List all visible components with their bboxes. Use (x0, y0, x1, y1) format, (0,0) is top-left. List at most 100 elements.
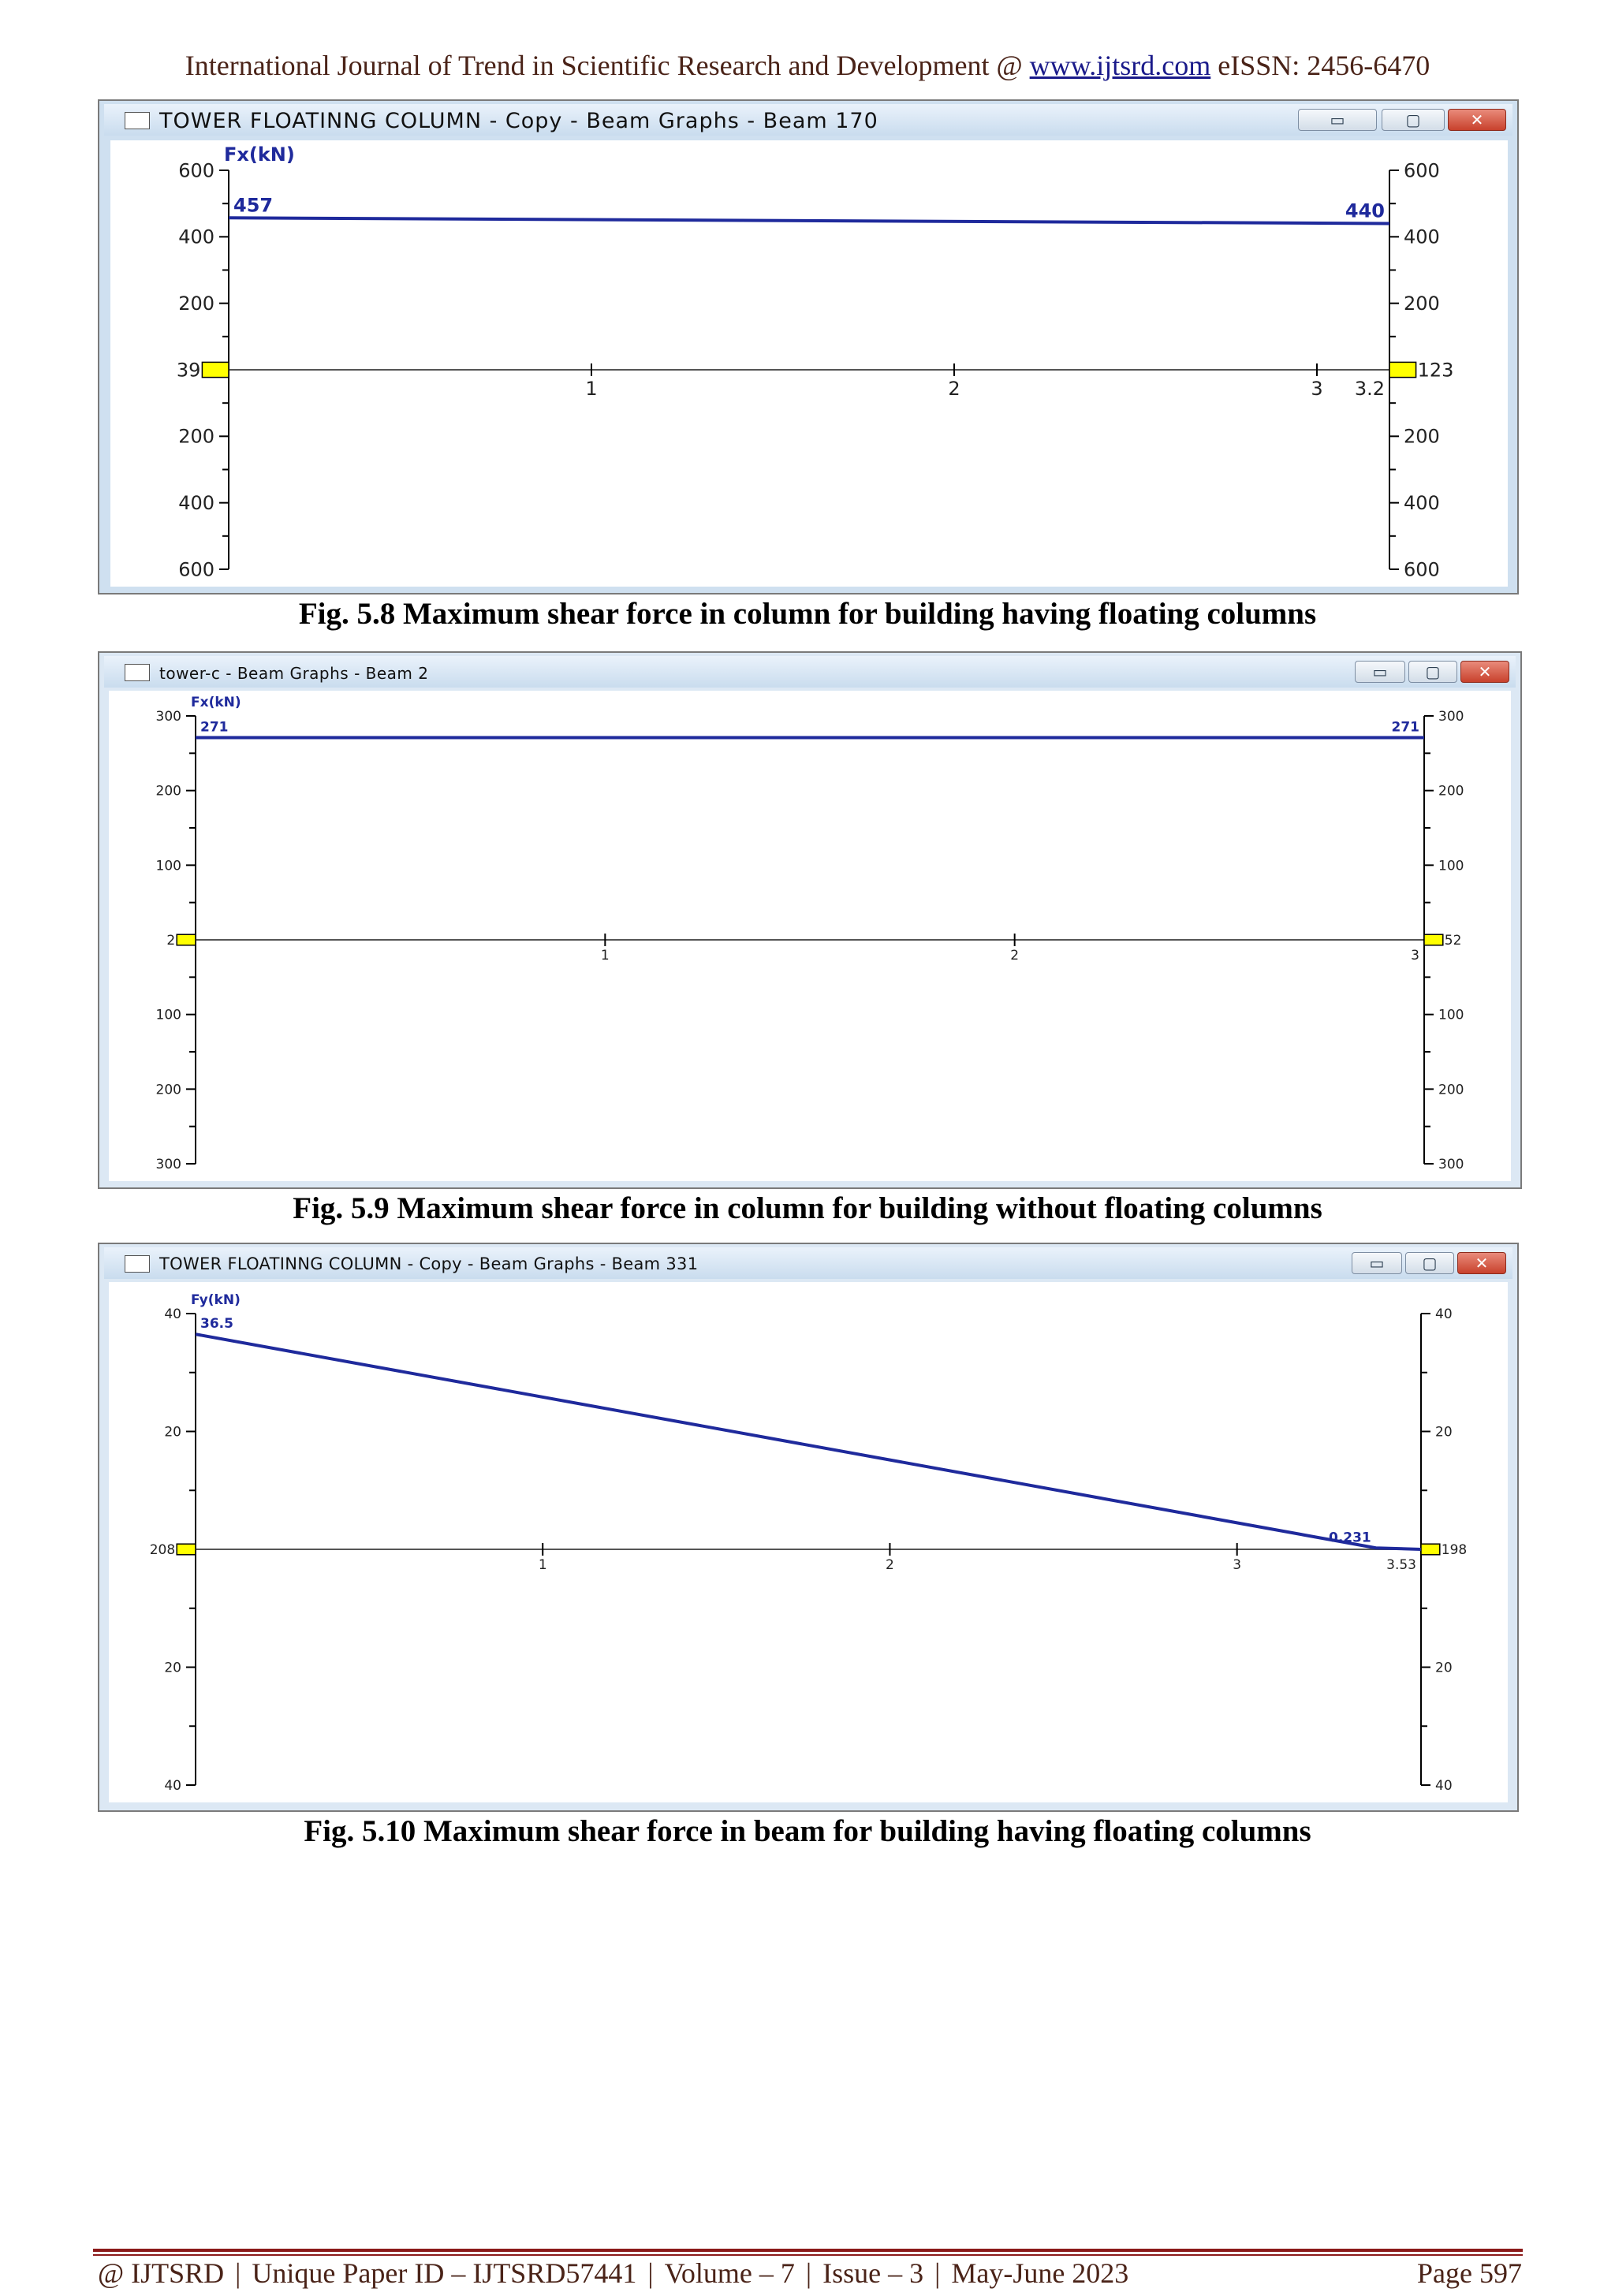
y-tick-label-right: 100 (1438, 858, 1464, 874)
y-tick-label-right: 40 (1435, 1306, 1453, 1322)
chart-group: Fx(kN) 300 300 200 200 100 100 100 100 200 200 300 3… (156, 695, 1464, 1172)
y-tick-label-left: 40 (164, 1306, 181, 1322)
x-tick-label: 3.2 (1355, 378, 1385, 400)
end-node-label: 52 (1445, 933, 1462, 949)
minimize-button[interactable]: ▭ (1298, 109, 1377, 131)
minimize-icon: ▭ (1369, 1254, 1385, 1273)
beam-graph-window-fig-5-10: TOWER FLOATINNG COLUMN - Copy - Beam Gra… (98, 1243, 1519, 1812)
start-node-marker (201, 361, 229, 378)
maximize-icon: ▢ (1405, 110, 1421, 129)
y-tick-label-right: 600 (1404, 558, 1440, 580)
maximize-button[interactable]: ▢ (1405, 1252, 1454, 1274)
close-icon: ✕ (1478, 662, 1492, 681)
x-tick-label: 3 (1233, 1557, 1241, 1573)
start-node-marker (176, 934, 196, 946)
y-tick-label-left: 300 (156, 709, 181, 725)
minimize-button[interactable]: ▭ (1355, 661, 1405, 683)
figure-caption: Fig. 5.10 Maximum shear force in beam fo… (304, 1814, 1311, 1848)
window-titlebar[interactable]: TOWER FLOATINNG COLUMN - Copy - Beam Gra… (104, 1247, 1512, 1279)
y-tick-label-left: 200 (156, 784, 181, 800)
chart-group: Fy(kN) 40 40 20 20 20 20 40 40 1 2 3 3.53 208 198 36.5 0… (150, 1292, 1468, 1794)
y-tick-label-right: 300 (1438, 1157, 1464, 1172)
y-tick-label-left: 400 (178, 226, 214, 248)
footer-rule (93, 2249, 1523, 2252)
y-tick-label-right: 40 (1435, 1778, 1453, 1794)
window-title: TOWER FLOATINNG COLUMN - Copy - Beam Gra… (159, 1254, 699, 1273)
maximize-button[interactable]: ▢ (1382, 109, 1445, 131)
x-tick-label: 3 (1411, 948, 1419, 964)
end-node-marker (1420, 1543, 1441, 1556)
start-node-label: 208 (150, 1542, 175, 1558)
y-axis-label: Fy(kN) (191, 1292, 241, 1308)
footer-issue: Issue – 3 (822, 2257, 924, 2289)
footer-left: @ IJTSRD | Unique Paper ID – IJTSRD57441 | V… (98, 2257, 1128, 2290)
window-titlebar[interactable]: tower-c - Beam Graphs - Beam 2 ▭ ▢ ✕ (104, 656, 1516, 688)
footer-rule (93, 2254, 1523, 2256)
footer-date: May-June 2023 (951, 2257, 1129, 2289)
y-tick-label-left: 200 (156, 1082, 181, 1098)
y-tick-label-left: 200 (178, 293, 214, 315)
close-icon: ✕ (1470, 110, 1484, 129)
data-label: 457 (233, 194, 273, 216)
footer-volume: Volume – 7 (664, 2257, 795, 2289)
app-icon (125, 664, 150, 681)
plot-area: Fx(kN) 300 300 200 200 100 100 100 100 200 200 300 3… (109, 691, 1511, 1181)
end-node-label: 198 (1442, 1542, 1467, 1558)
shear-force-chart: Fx(kN) 300 300 200 200 100 100 100 100 200 200 300 3… (156, 695, 1464, 1172)
close-button[interactable]: ✕ (1448, 109, 1506, 131)
y-tick-label-left: 20 (164, 1424, 181, 1440)
y-tick-label-right: 200 (1404, 293, 1440, 315)
plot-area: Fy(kN) 40 40 20 20 20 20 40 40 1 2 3 3.53 208 198 36.5 0… (109, 1282, 1508, 1802)
end-node-marker (1389, 361, 1417, 378)
shear-force-line (228, 216, 1390, 226)
beam-graph-window-fig-5-8: TOWER FLOATINNG COLUMN - Copy - Beam Gra… (98, 99, 1519, 594)
close-button[interactable]: ✕ (1460, 661, 1509, 683)
start-node-marker (176, 1543, 196, 1556)
page-footer: @ IJTSRD | Unique Paper ID – IJTSRD57441 | V… (98, 2257, 1522, 2296)
chart-group: Fx(kN) 600 600 400 400 200 200 200 200 400 400 600 6… (177, 144, 1454, 580)
footer-separator: | (235, 2257, 241, 2289)
x-tick-label: 3.53 (1386, 1557, 1416, 1573)
figure-caption: Fig. 5.8 Maximum shear force in column f… (298, 597, 1317, 631)
maximize-icon: ▢ (1422, 1254, 1438, 1273)
shear-force-line (195, 1332, 1422, 1551)
x-tick-label: 2 (886, 1557, 894, 1573)
y-tick-label-right: 300 (1438, 709, 1464, 725)
window-title: TOWER FLOATINNG COLUMN - Copy - Beam Gra… (159, 109, 878, 133)
minimize-button[interactable]: ▭ (1352, 1252, 1402, 1274)
close-button[interactable]: ✕ (1457, 1252, 1506, 1274)
y-tick-label-left: 400 (178, 492, 214, 514)
maximize-button[interactable]: ▢ (1408, 661, 1457, 683)
y-tick-label-right: 200 (1438, 784, 1464, 800)
start-node-label: 2 (166, 933, 175, 949)
header-issn: eISSN: 2456-6470 (1210, 50, 1430, 81)
journal-url-link[interactable]: www.ijtsrd.com (1029, 50, 1211, 81)
journal-header: International Journal of Trend in Scient… (0, 49, 1615, 82)
beam-graph-window-fig-5-9: tower-c - Beam Graphs - Beam 2 ▭ ▢ ✕ Fx(… (98, 651, 1522, 1189)
y-tick-label-right: 400 (1404, 492, 1440, 514)
y-axis-label: Fx(kN) (191, 695, 241, 710)
footer-paper-id: Unique Paper ID – IJTSRD57441 (252, 2257, 637, 2289)
footer-journal: @ IJTSRD (98, 2257, 225, 2289)
y-tick-label-left: 600 (178, 159, 214, 181)
x-tick-label: 1 (539, 1557, 547, 1573)
footer-page-number: Page 597 (1417, 2257, 1522, 2289)
footer-separator: | (647, 2257, 654, 2289)
maximize-icon: ▢ (1425, 662, 1441, 681)
y-axis-label: Fx(kN) (224, 144, 295, 166)
close-icon: ✕ (1475, 1254, 1489, 1273)
x-tick-label: 2 (1010, 948, 1019, 964)
window-titlebar[interactable]: TOWER FLOATINNG COLUMN - Copy - Beam Gra… (104, 104, 1512, 136)
data-label: 36.5 (200, 1316, 233, 1332)
y-tick-label-right: 20 (1435, 1424, 1453, 1440)
y-tick-label-right: 20 (1435, 1660, 1453, 1675)
y-tick-label-left: 600 (178, 558, 214, 580)
app-icon (125, 1255, 150, 1273)
y-tick-label-left: 200 (178, 426, 214, 448)
header-prefix: International Journal of Trend in Scient… (185, 50, 1030, 81)
y-tick-label-left: 20 (164, 1660, 181, 1675)
footer-separator: | (805, 2257, 812, 2289)
plot-area: Fx(kN) 600 600 400 400 200 200 200 200 400 400 600 6… (110, 140, 1508, 587)
y-tick-label-left: 40 (164, 1778, 181, 1794)
y-tick-label-left: 100 (156, 858, 181, 874)
